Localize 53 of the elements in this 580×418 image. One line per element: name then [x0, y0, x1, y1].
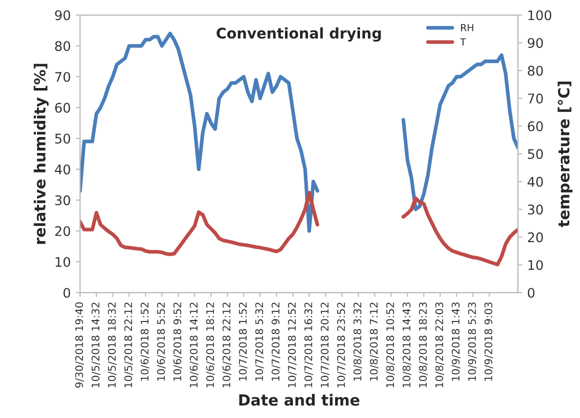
y-tick-label: 30 [55, 195, 70, 206]
x-tick-label: 10/7/2018 16:32 [304, 302, 314, 388]
y-tick-label: 80 [55, 41, 70, 52]
y2-tick-label: 90 [528, 38, 543, 48]
y2-tick-label: 20 [528, 232, 543, 242]
y-tick-label: 90 [55, 10, 70, 20]
x-tick-label: 10/9/2018 9:03 [484, 302, 494, 381]
x-tick-label: 10/8/2018 7:12 [370, 302, 379, 381]
x-tick-label: 10/8/2018 22:03 [435, 302, 444, 388]
x-axis-title: Date and time [239, 394, 360, 406]
x-tick-label: 10/7/2018 12:52 [288, 302, 297, 388]
y-tick-label: 20 [55, 226, 70, 236]
y2-tick-label: 10 [528, 260, 543, 270]
x-tick-label: 10/6/2018 18:12 [206, 302, 215, 388]
legend-label: RH [461, 24, 474, 32]
x-tick-label: 10/7/2018 5:32 [255, 302, 264, 381]
x-tick-label: 10/8/2018 10:52 [386, 302, 395, 388]
x-tick-label: 10/7/2018 1:52 [238, 302, 248, 381]
y-tick-label: 40 [54, 164, 70, 174]
y2-tick-label: 100 [528, 10, 552, 20]
y2-tick-label: 80 [528, 66, 543, 76]
y2-tick-label: 50 [528, 149, 543, 160]
x-tick-label: 10/8/2018 18:23 [418, 302, 428, 388]
y-tick-label: 10 [56, 256, 70, 267]
y2-tick-label: 40 [528, 176, 543, 187]
y-tick-label: 60 [55, 102, 70, 113]
x-tick-label: 10/7/2018 20:12 [320, 302, 330, 388]
x-tick-label: 10/6/2018 14:12 [190, 302, 198, 388]
y2-tick-label: 30 [528, 204, 543, 215]
x-tick-label: 10/6/2018 5:52 [157, 302, 166, 381]
y2-tick-label: 0 [528, 288, 534, 298]
y-tick-label: 0 [63, 288, 70, 298]
x-tick-label: 10/8/2018 14:43 [402, 302, 412, 388]
x-tick-label: 9/30/2018 19:40 [75, 302, 84, 388]
legend-label: T [460, 38, 466, 46]
x-tick-label: 10/7/2018 9:12 [272, 302, 280, 381]
text: Conventional drying [216, 27, 381, 42]
x-tick-label: 10/9/2018 1:43 [452, 302, 460, 381]
x-tick-label: 10/6/2018 22:12 [222, 302, 232, 388]
x-tick-label: 10/9/2018 5:23 [468, 302, 477, 381]
x-tick-label: 10/6/2018 1:52 [140, 302, 150, 381]
x-tick-label: 10/7/2018 23:52 [337, 302, 346, 388]
y2-tick-label: 70 [528, 94, 543, 104]
x-tick-label: 10/8/2018 3:32 [353, 302, 362, 381]
y-tick-label: 70 [55, 72, 70, 82]
y-tick-label: 50 [55, 134, 70, 144]
y-axis-title: relative humidity [%] [34, 64, 49, 244]
x-tick-label: 10/6/2018 9:52 [173, 302, 182, 381]
y2-tick-label: 60 [528, 121, 543, 132]
x-tick-label: 10/5/2018 18:32 [108, 302, 117, 388]
x-tick-label: 10/5/2018 14:32 [92, 302, 100, 388]
y2-axis-title: temperature [°C] [558, 82, 572, 228]
x-tick-label: 10/5/2018 22:12 [124, 302, 133, 388]
